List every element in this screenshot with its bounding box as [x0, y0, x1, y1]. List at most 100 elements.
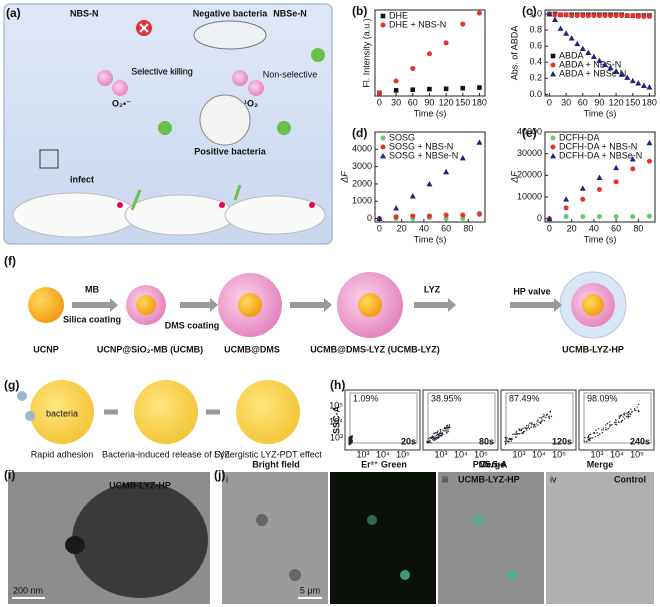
event-dot — [448, 424, 451, 426]
data-point — [624, 13, 630, 19]
plot-frame — [374, 9, 486, 97]
ros-bubble — [112, 80, 128, 96]
column-header: Er³⁺ Green — [361, 459, 407, 469]
event-dot — [629, 413, 631, 415]
data-point — [563, 214, 569, 220]
event-dot — [437, 435, 440, 437]
legend-entry: DHE + NBS-N — [389, 19, 446, 29]
y-tick-label: 2000 — [352, 178, 372, 188]
x-tick-label: 20 — [397, 223, 407, 233]
legend-marker — [380, 13, 386, 19]
caption: bacteria — [46, 408, 78, 418]
event-dot — [431, 436, 434, 439]
check-icon — [277, 121, 291, 135]
data-point — [629, 156, 636, 162]
negative-bacterium — [193, 20, 267, 50]
scale-label: 5 μm — [300, 585, 320, 595]
event-dot — [610, 424, 612, 427]
data-point — [596, 214, 602, 220]
data-point — [393, 214, 399, 220]
event-dot — [526, 427, 528, 430]
event-dot — [529, 422, 531, 424]
data-point — [640, 82, 647, 88]
percentage: 38.95% — [431, 393, 462, 403]
x-tick-label: 80 — [463, 223, 473, 233]
y-tick-label: 0.4 — [529, 57, 542, 67]
data-point — [613, 179, 619, 185]
x-tick-label: 10⁵ — [552, 449, 566, 459]
x-tick-label: 180 — [472, 97, 487, 107]
panel-label: (c) — [522, 4, 537, 18]
data-point — [376, 90, 382, 96]
event-dot — [597, 427, 600, 430]
panel-label: (b) — [352, 4, 367, 18]
event-dot — [615, 424, 618, 426]
event-dot — [586, 441, 588, 443]
x-tick-label: 60 — [578, 97, 588, 107]
y-tick-label: 10³ — [330, 432, 343, 442]
arrow-head — [110, 298, 562, 312]
event-dot — [626, 412, 628, 414]
event-dot — [437, 437, 439, 440]
event-dot — [511, 438, 513, 441]
data-point — [552, 12, 558, 18]
y-axis-label: ΔF — [509, 171, 519, 184]
caption: Negative bacteria — [193, 8, 269, 18]
caption: infect — [70, 174, 94, 184]
time: 240s — [630, 436, 650, 446]
core — [582, 294, 604, 316]
ros-bubble — [248, 80, 264, 96]
plot-frame — [544, 131, 656, 223]
data-point — [630, 214, 636, 220]
event-dot — [611, 423, 613, 426]
cell — [400, 570, 410, 580]
inset-label: UCMB-LYZ-HP — [458, 474, 520, 484]
legend-entry: SOSG + NBSe-N — [389, 150, 458, 160]
panel-label: (f) — [4, 254, 16, 268]
event-dot — [505, 442, 507, 444]
event-dot — [604, 424, 607, 426]
data-point — [563, 12, 569, 18]
event-dot — [593, 432, 596, 435]
data-point — [476, 139, 483, 145]
data-point — [460, 85, 466, 91]
event-dot — [432, 439, 434, 441]
data-point — [613, 214, 619, 220]
event-dot — [534, 425, 537, 428]
event-dot — [426, 442, 429, 444]
y-tick-label: 1.0 — [529, 8, 542, 18]
bacterium — [236, 380, 300, 444]
data-point — [459, 154, 466, 161]
event-dot — [434, 432, 436, 434]
x-tick-label: 0 — [377, 223, 382, 233]
event-dot — [633, 408, 636, 410]
event-dot — [637, 409, 640, 412]
gate — [583, 392, 652, 444]
inset-label: Control — [614, 474, 646, 484]
image-title: UCMB-LYZ-HP — [109, 480, 171, 490]
legend-marker — [380, 135, 386, 141]
event-dot — [524, 427, 526, 429]
x-tick-label: 10³ — [512, 449, 525, 459]
event-dot — [506, 440, 509, 443]
event-dot — [542, 415, 544, 418]
event-dot — [549, 410, 552, 412]
data-point — [443, 40, 449, 46]
event-dot — [521, 432, 523, 434]
event-dot — [601, 431, 604, 434]
event-dot — [606, 422, 609, 425]
data-point — [646, 13, 652, 19]
data-point — [393, 78, 399, 84]
data-point — [591, 13, 597, 19]
core — [238, 293, 262, 317]
y-tick-label: 0.8 — [529, 24, 542, 34]
data-point — [574, 40, 581, 47]
data-point — [646, 158, 652, 164]
event-dot — [433, 438, 436, 441]
event-dot — [627, 412, 630, 414]
data-point — [630, 13, 636, 19]
y-tick-label: 40000 — [517, 126, 542, 136]
stage-label: UCNP@SiO₂-MB (UCMB) — [97, 344, 203, 354]
y-axis-label: Fl. Intensity (a.u.) — [361, 18, 371, 88]
event-dot — [438, 432, 441, 435]
